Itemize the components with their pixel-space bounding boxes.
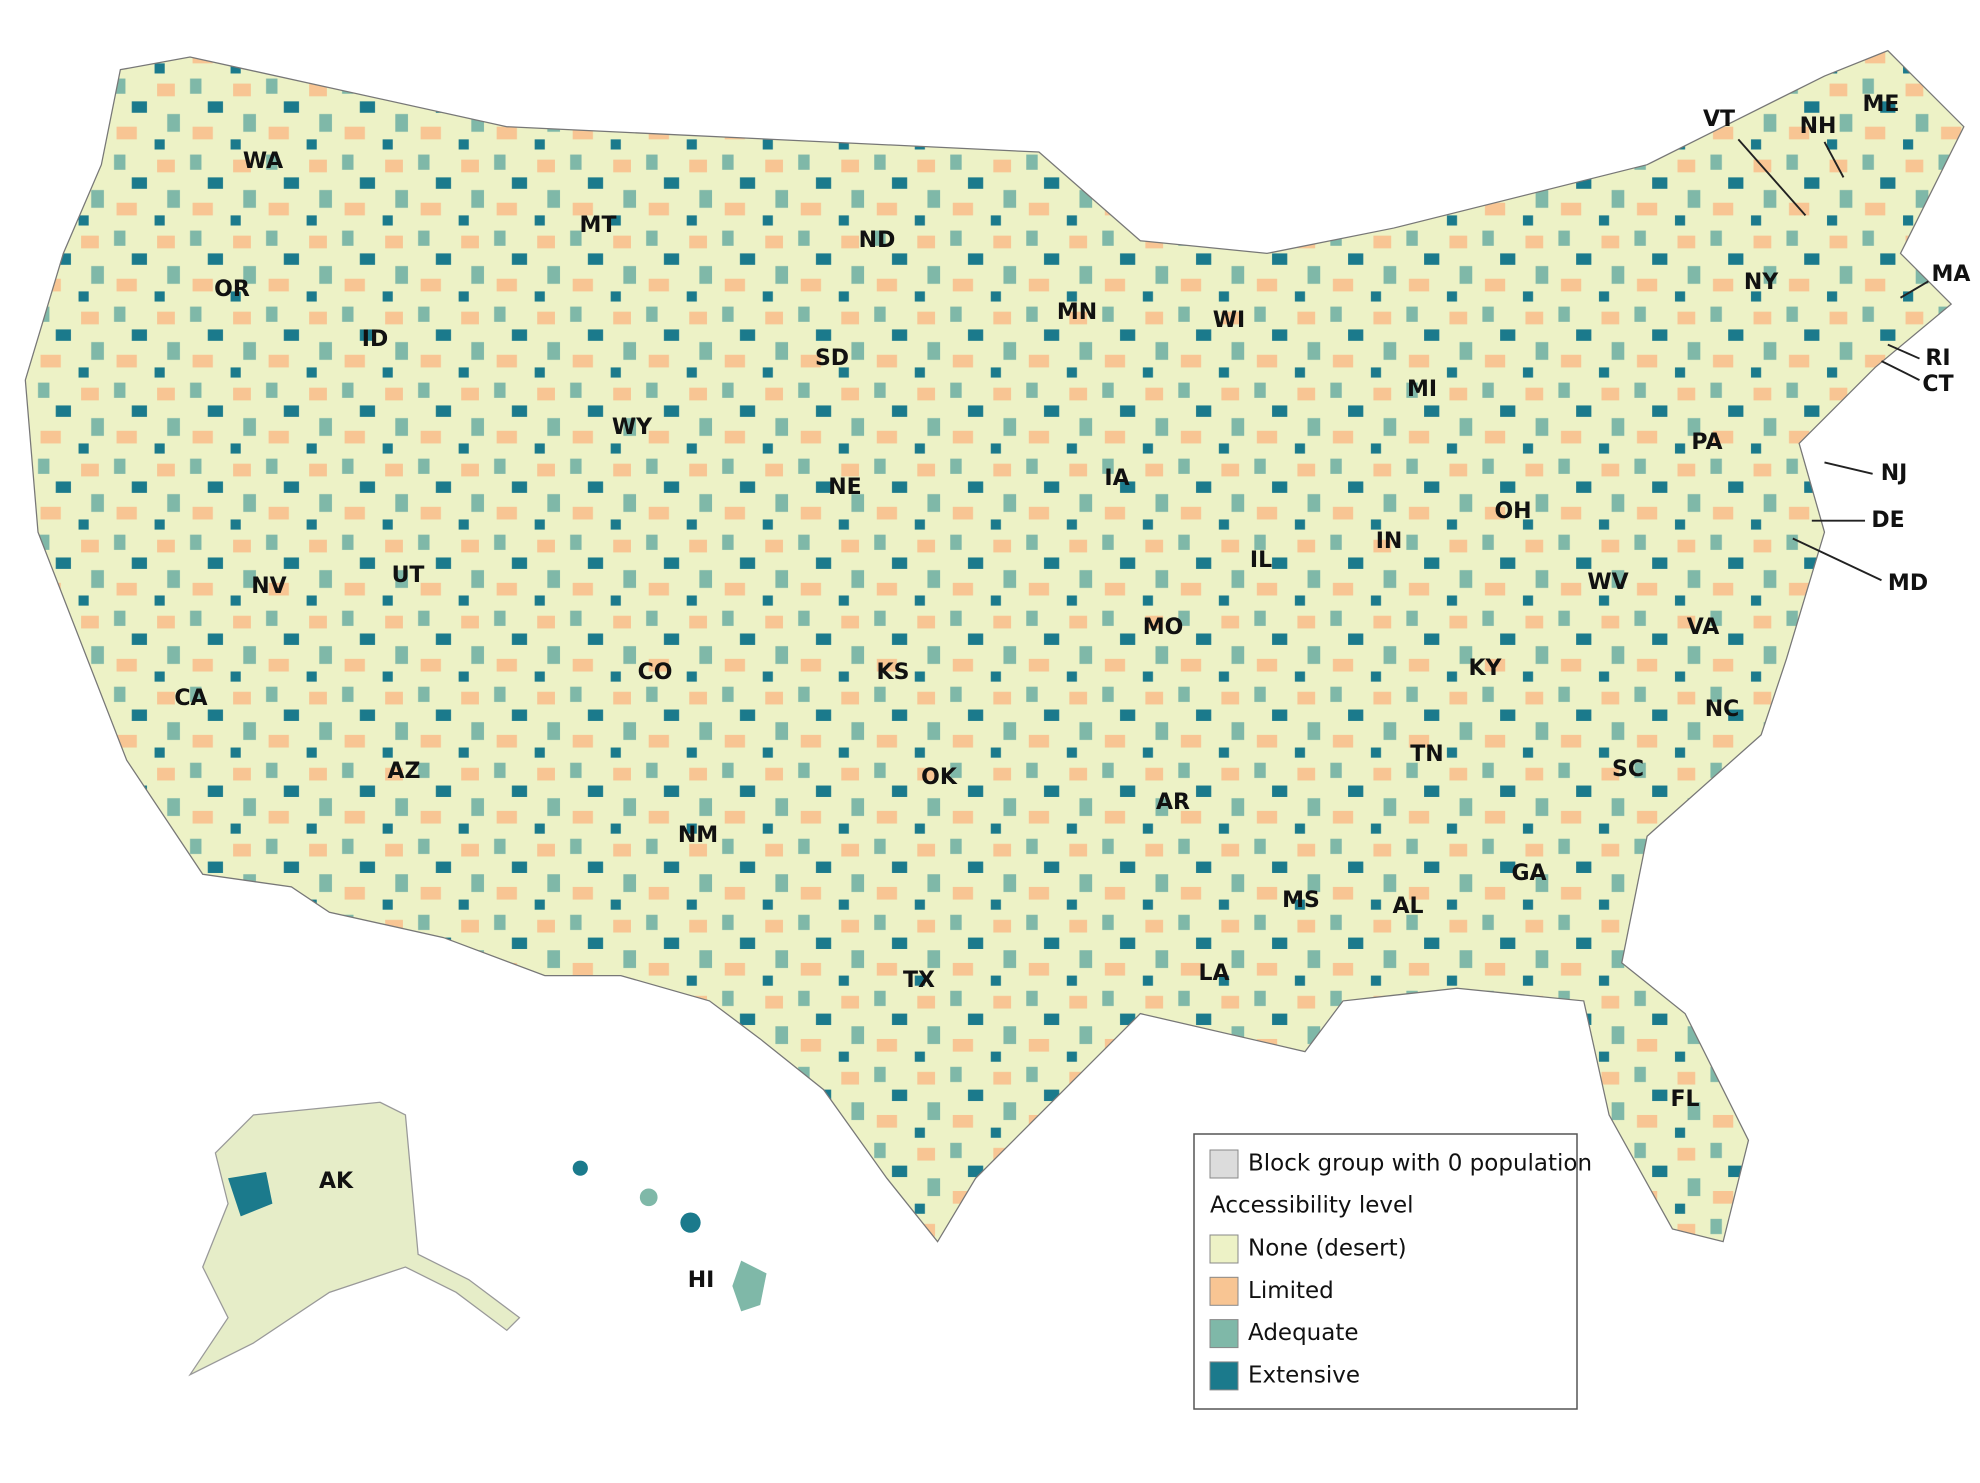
leader-line xyxy=(1737,138,1807,217)
leader-line xyxy=(1823,141,1845,178)
state-label: ME xyxy=(1863,92,1900,117)
hawaii xyxy=(732,1260,767,1312)
state-label: MN xyxy=(1057,300,1097,325)
legend-label: Limited xyxy=(1248,1278,1334,1304)
state-label: TN xyxy=(1410,742,1443,767)
leader-line xyxy=(1887,343,1920,360)
leader-line xyxy=(1900,280,1929,299)
state-label: MD xyxy=(1888,571,1928,596)
state-label: KS xyxy=(877,660,910,685)
leader-line xyxy=(1792,537,1882,582)
state-label: NV xyxy=(251,574,286,599)
state-label: LA xyxy=(1198,961,1229,986)
legend-swatch xyxy=(1209,1234,1239,1264)
state-label: TX xyxy=(903,968,935,993)
state-label: GA xyxy=(1511,861,1546,886)
legend-box xyxy=(1193,1133,1578,1410)
legend-label: Extensive xyxy=(1248,1362,1360,1388)
state-label: UT xyxy=(392,563,425,588)
legend: Block group with 0 population Accessibili… xyxy=(1209,1149,1592,1391)
state-label: MO xyxy=(1143,615,1184,640)
state-label: NY xyxy=(1744,270,1779,295)
state-label: RI xyxy=(1925,346,1950,371)
hawaii-island xyxy=(639,1188,658,1207)
legend-swatch xyxy=(1209,1276,1239,1306)
lower-48 xyxy=(24,49,1965,1243)
state-label: OK xyxy=(921,765,958,790)
state-label: MT xyxy=(580,213,617,238)
state-label: NC xyxy=(1705,697,1740,722)
state-label: IN xyxy=(1376,529,1403,554)
state-label: CO xyxy=(638,660,673,685)
legend-swatch xyxy=(1209,1361,1239,1391)
state-label: IA xyxy=(1104,466,1129,491)
state-label: MI xyxy=(1407,377,1437,402)
state-label: WA xyxy=(243,149,283,174)
alaska-region xyxy=(228,1171,273,1217)
state-label: OH xyxy=(1494,499,1531,524)
state-label: MA xyxy=(1932,262,1971,287)
state-label: NJ xyxy=(1881,461,1908,486)
legend-label: None (desert) xyxy=(1248,1236,1407,1262)
hawaii-island xyxy=(680,1212,701,1233)
state-label: AR xyxy=(1156,790,1190,815)
state-label: ID xyxy=(362,327,388,352)
legend-swatch xyxy=(1209,1319,1239,1349)
state-label: CA xyxy=(174,686,207,711)
state-label: SC xyxy=(1612,757,1644,782)
state-label: VA xyxy=(1687,615,1720,640)
alaska xyxy=(188,1101,521,1377)
state-label: NH xyxy=(1800,114,1837,139)
legend-title: Accessibility level xyxy=(1210,1193,1414,1219)
state-label: HI xyxy=(688,1268,715,1293)
state-label: WY xyxy=(612,415,653,440)
state-label: DE xyxy=(1871,508,1904,533)
state-label: OR xyxy=(214,277,250,302)
state-label: AZ xyxy=(388,759,421,784)
legend-label: Adequate xyxy=(1248,1320,1359,1346)
state-label: SD xyxy=(815,346,849,371)
state-label: MS xyxy=(1282,888,1320,913)
state-label: VT xyxy=(1703,107,1735,132)
state-label: AL xyxy=(1392,894,1423,919)
legend-label: Block group with 0 population xyxy=(1248,1151,1592,1177)
leader-line xyxy=(1824,461,1873,475)
state-label: AK xyxy=(319,1169,354,1194)
state-label: NE xyxy=(828,475,861,500)
state-label: IL xyxy=(1250,548,1272,573)
state-label: ND xyxy=(859,228,896,253)
map-shapes xyxy=(24,49,1965,1377)
state-label: FL xyxy=(1670,1087,1699,1112)
state-label: CT xyxy=(1922,372,1953,397)
state-label: KY xyxy=(1469,656,1503,681)
state-label: PA xyxy=(1691,430,1722,455)
state-label: WV xyxy=(1587,570,1628,595)
hawaii-island xyxy=(572,1160,588,1176)
leader-line xyxy=(1881,360,1920,381)
legend-swatch xyxy=(1209,1149,1239,1179)
state-label: WI xyxy=(1213,308,1245,333)
state-label: NM xyxy=(678,823,718,848)
